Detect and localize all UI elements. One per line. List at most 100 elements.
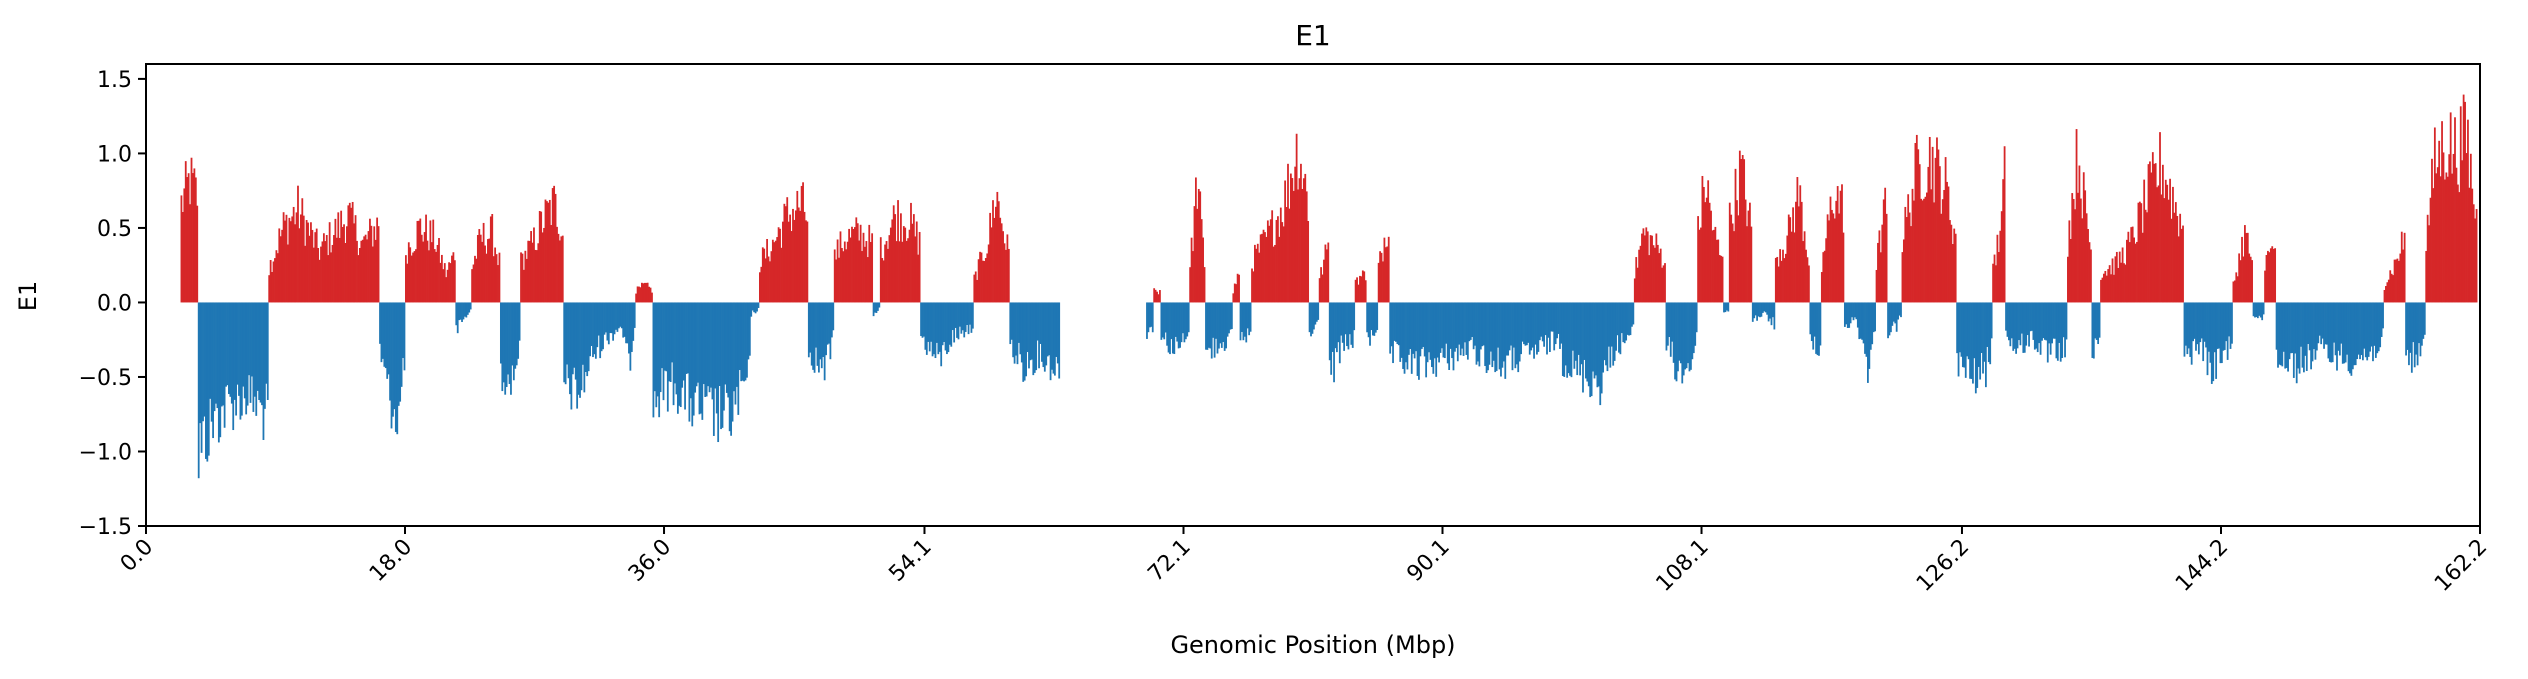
e1-bar-113 [343,224,345,303]
e1-bar-242 [528,240,531,303]
e1-bar-161 [412,252,414,303]
e1-bar-1529 [2467,119,2469,303]
e1-bar-863 [1508,302,1511,351]
e1-bar-2 [183,188,186,303]
e1-bar-811 [1433,302,1436,359]
e1-bar-855 [1497,302,1499,348]
e1-bar-972 [1665,302,1668,351]
e1-bar-1321 [2167,199,2170,303]
e1-bar-686 [1254,244,1256,303]
e1-bar-1510 [2439,176,2442,303]
e1-bar-1451 [2354,302,2357,366]
e1-bar-1263 [2084,190,2087,303]
e1-bar-691 [1261,233,1263,303]
e1-bar-14 [200,302,203,453]
e1-bar-295 [605,302,607,333]
e1-bar-565 [993,217,996,303]
e1-bar-757 [1356,277,1358,303]
e1-bar-680 [1245,302,1248,343]
e1-bar-1374 [2244,225,2246,303]
e1-bar-628 [1170,302,1173,340]
e1-bar-1527 [2464,101,2466,303]
e1-bar-967 [1658,253,1661,303]
e1-bar-237 [521,253,524,303]
e1-bar-238 [523,269,525,303]
e1-bar-881 [1534,302,1537,345]
e1-bar-914 [1582,302,1584,393]
e1-bar-1190 [1979,302,1982,380]
e1-bar-202 [471,269,473,303]
e1-bar-138 [379,302,381,344]
e1-bar-1279 [2107,269,2110,303]
e1-bar-699 [1272,246,1275,303]
e1-bar-326 [649,287,652,303]
e1-bar-504 [905,240,908,303]
e1-bar-1502 [2428,225,2430,303]
e1-bar-920 [1590,302,1593,397]
e1-bar-693 [1264,232,1266,303]
e1-bar-1148 [1918,164,1921,303]
e1-bar-219 [495,254,498,303]
e1-bar-951 [1635,257,1638,303]
e1-bar-1319 [2164,179,2167,303]
e1-bar-1273 [2098,302,2101,338]
e1-bar-187 [449,263,452,303]
e1-bar-1012 [1723,302,1725,313]
e1-bar-282 [586,302,589,377]
e1-bar-1424 [2315,302,2318,351]
e1-bar-1095 [1842,232,1845,303]
e1-bar-1394 [2272,248,2275,303]
e1-bar-1153 [1926,192,1928,303]
e1-bar-24 [215,302,217,404]
e1-bar-1416 [2304,302,2307,356]
e1-bar-1286 [2117,267,2120,303]
e1-bar-687 [1255,248,1258,303]
e1-bar-590 [1029,302,1032,361]
e1-bar-1186 [1973,302,1976,359]
e1-bar-868 [1515,302,1518,365]
e1-bar-229 [510,302,512,395]
e1-bar-247 [535,250,538,303]
e1-bar-564 [992,200,994,303]
e1-bar-632 [1176,302,1179,342]
e1-bar-232 [514,302,517,369]
e1-bar-116 [347,205,350,303]
e1-bar-452 [830,302,833,338]
e1-bar-587 [1025,302,1027,377]
e1-bar-470 [856,223,859,303]
e1-bar-1482 [2399,253,2402,303]
e1-bar-867 [1514,302,1517,369]
e1-bar-1103 [1854,302,1856,318]
e1-bar-1258 [2077,192,2079,303]
e1-bar-1058 [1789,217,1792,303]
e1-bar-479 [869,241,872,303]
e1-bar-1137 [1902,239,1905,303]
e1-bar-297 [607,302,610,345]
e1-bar-270 [569,302,571,395]
e1-bar-1405 [2288,302,2291,360]
e1-bar-982 [1679,302,1682,364]
e1-bar-975 [1669,302,1672,357]
e1-bar-388 [738,302,741,371]
e1-bar-1057 [1787,214,1790,303]
e1-bar-364 [704,302,707,397]
e1-bar-1000 [1705,197,1708,303]
e1-bar-1443 [2343,302,2346,364]
e1-bar-29 [222,302,225,406]
e1-bar-1239 [2049,302,2052,355]
e1-bar-692 [1262,229,1265,303]
e1-bar-1367 [2233,280,2236,303]
e1-bar-616 [1153,288,1156,303]
e1-bar-298 [609,302,612,334]
e1-bar-1467 [2377,302,2380,352]
e1-bar-822 [1449,302,1452,349]
e1-bar-1108 [1861,302,1864,340]
e1-bar-1074 [1812,302,1815,350]
e1-bar-1516 [2448,154,2451,303]
e1-bar-1294 [2128,242,2131,303]
e1-bar-1136 [1901,252,1904,303]
e1-bar-1346 [2203,302,2206,342]
e1-bar-719 [1301,188,1304,303]
e1-bar-214 [488,238,491,303]
e1-bar-402 [759,272,761,303]
